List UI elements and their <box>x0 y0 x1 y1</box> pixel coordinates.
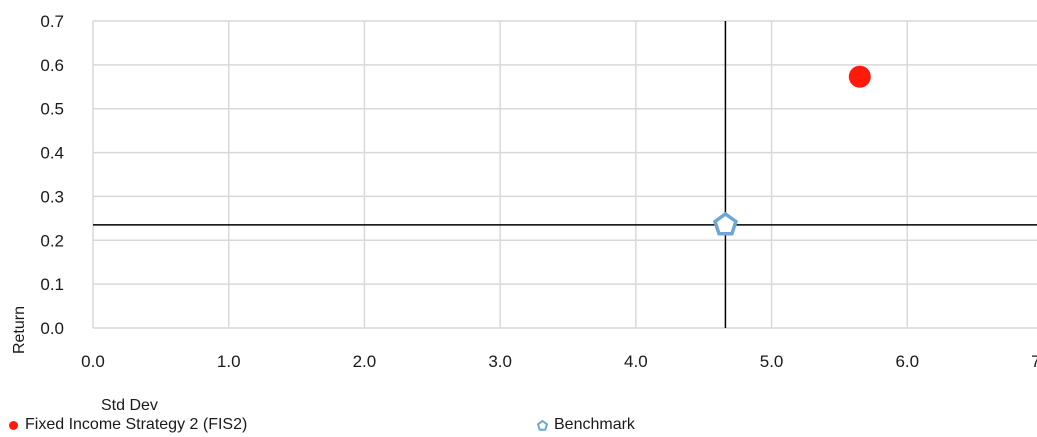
legend-label-benchmark: Benchmark <box>554 416 635 433</box>
y-tick-label: 0.1 <box>40 275 64 294</box>
x-tick-label: 3.0 <box>488 352 512 371</box>
fis2-point[interactable] <box>848 65 871 88</box>
y-tick-label: 0.3 <box>40 187 64 206</box>
x-axis-ticks: 0.0 1.0 2.0 3.0 4.0 5.0 6.0 7.0 <box>81 352 1037 371</box>
y-tick-label: 0.5 <box>40 100 64 119</box>
x-tick-label: 5.0 <box>760 352 784 371</box>
y-axis-title: Return <box>11 306 28 354</box>
x-tick-label: 1.0 <box>217 352 241 371</box>
x-tick-label: 6.0 <box>895 352 919 371</box>
y-tick-label: 0.2 <box>40 231 64 250</box>
red-circle-icon <box>9 420 18 430</box>
legend-item-benchmark[interactable]: Benchmark <box>537 416 635 434</box>
legend-item-fis2[interactable]: Fixed Income Strategy 2 (FIS2) <box>8 416 247 434</box>
legend-label-fis2: Fixed Income Strategy 2 (FIS2) <box>25 416 248 433</box>
x-axis-title: Std Dev <box>101 397 158 414</box>
reference-lines <box>93 21 1037 328</box>
data-points <box>712 65 871 236</box>
pentagon-icon <box>537 419 548 431</box>
y-tick-label: 0.4 <box>40 144 64 163</box>
y-axis-ticks: 0.0 0.1 0.2 0.3 0.4 0.5 0.6 0.7 <box>40 12 64 338</box>
y-tick-label: 0.6 <box>40 56 64 75</box>
grid-lines <box>92 20 1037 329</box>
x-tick-label: 7.0 <box>1031 352 1037 371</box>
x-tick-label: 4.0 <box>624 352 648 371</box>
y-tick-label: 0.7 <box>40 12 64 31</box>
x-tick-label: 0.0 <box>81 352 105 371</box>
y-tick-label: 0.0 <box>40 319 64 338</box>
benchmark-point[interactable] <box>712 211 738 236</box>
x-tick-label: 2.0 <box>353 352 377 371</box>
legend: Fixed Income Strategy 2 (FIS2) Benchmark <box>0 416 1037 436</box>
